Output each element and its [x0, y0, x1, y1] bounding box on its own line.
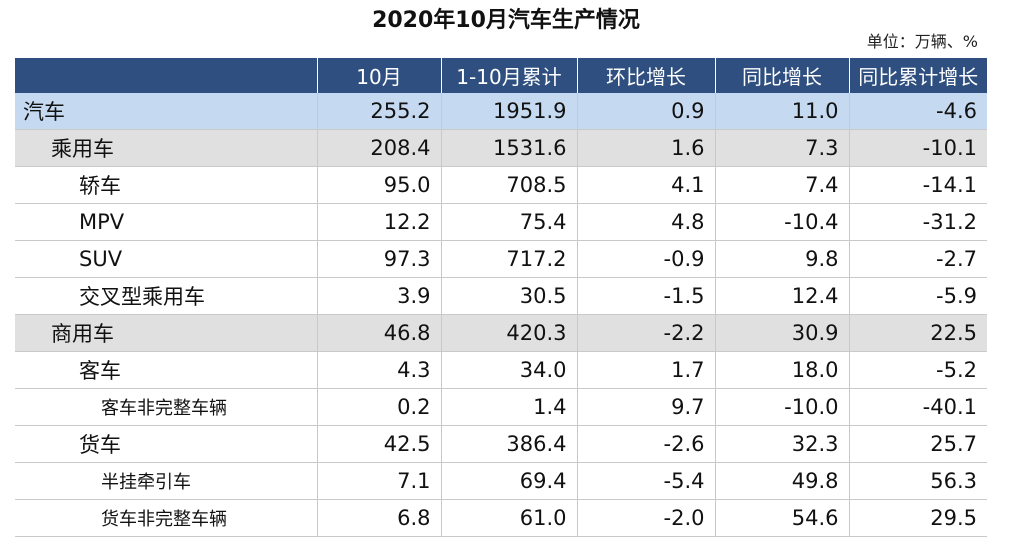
page-title: 2020年10月汽车生产情况: [372, 8, 640, 33]
row-ytd-yoy: 29.5: [849, 499, 987, 537]
row-ytd: 61.0: [441, 499, 578, 537]
row-oct: 4.3: [317, 351, 442, 389]
row-oct: 6.8: [317, 499, 442, 537]
row-ytd: 1531.6: [441, 129, 578, 167]
row-mom: 1.7: [577, 351, 716, 389]
table-row: MPV 12.2 75.4 4.8 -10.4 -31.2: [15, 203, 987, 241]
row-ytd-yoy: -2.7: [849, 240, 987, 278]
row-name: 货车非完整车辆: [15, 499, 318, 537]
row-mom: -0.9: [577, 240, 716, 278]
row-yoy: 11.0: [715, 93, 850, 130]
row-mom: 4.8: [577, 203, 716, 241]
row-ytd: 717.2: [441, 240, 578, 278]
row-yoy: 7.3: [715, 129, 850, 167]
table-row: 半挂牵引车 7.1 69.4 -5.4 49.8 56.3: [15, 462, 987, 500]
row-yoy: 18.0: [715, 351, 850, 389]
row-mom: 9.7: [577, 388, 716, 426]
table-row: 客车 4.3 34.0 1.7 18.0 -5.2: [15, 351, 987, 389]
row-ytd: 75.4: [441, 203, 578, 241]
header-ytd: 1-10月累计: [441, 58, 578, 93]
row-name: 客车非完整车辆: [15, 388, 318, 426]
row-ytd: 1951.9: [441, 93, 578, 130]
row-ytd: 708.5: [441, 166, 578, 204]
row-mom: -1.5: [577, 277, 716, 315]
row-name: 半挂牵引车: [15, 462, 318, 500]
row-mom: -2.6: [577, 425, 716, 463]
row-name: 货车: [15, 425, 318, 463]
row-ytd: 34.0: [441, 351, 578, 389]
row-yoy: 54.6: [715, 499, 850, 537]
header-mom: 环比增长: [577, 58, 716, 93]
row-oct: 12.2: [317, 203, 442, 241]
row-mom: 0.9: [577, 93, 716, 130]
row-ytd-yoy: -31.2: [849, 203, 987, 241]
table-row: 乘用车 208.4 1531.6 1.6 7.3 -10.1: [15, 129, 987, 167]
row-mom: -2.2: [577, 314, 716, 352]
table-row: 货车非完整车辆 6.8 61.0 -2.0 54.6 29.5: [15, 499, 987, 537]
row-oct: 42.5: [317, 425, 442, 463]
row-ytd-yoy: -10.1: [849, 129, 987, 167]
row-ytd: 1.4: [441, 388, 578, 426]
row-yoy: -10.4: [715, 203, 850, 241]
row-yoy: 49.8: [715, 462, 850, 500]
row-oct: 46.8: [317, 314, 442, 352]
row-mom: 4.1: [577, 166, 716, 204]
row-ytd-yoy: 22.5: [849, 314, 987, 352]
row-ytd: 420.3: [441, 314, 578, 352]
row-mom: 1.6: [577, 129, 716, 167]
row-ytd-yoy: -4.6: [849, 93, 987, 130]
row-ytd-yoy: -14.1: [849, 166, 987, 204]
row-ytd-yoy: -5.2: [849, 351, 987, 389]
row-ytd-yoy: 25.7: [849, 425, 987, 463]
row-ytd-yoy: -40.1: [849, 388, 987, 426]
unit-note: 单位：万辆、%: [866, 32, 978, 51]
row-oct: 208.4: [317, 129, 442, 167]
table-row: 汽车 255.2 1951.9 0.9 11.0 -4.6: [15, 93, 987, 130]
table-row: 商用车 46.8 420.3 -2.2 30.9 22.5: [15, 314, 987, 352]
row-name: 汽车: [15, 93, 318, 130]
row-ytd: 386.4: [441, 425, 578, 463]
table-row: 交叉型乘用车 3.9 30.5 -1.5 12.4 -5.9: [15, 277, 987, 315]
row-ytd: 69.4: [441, 462, 578, 500]
header-ytd-yoy: 同比累计增长: [849, 58, 987, 93]
row-oct: 95.0: [317, 166, 442, 204]
header-category: [15, 58, 318, 93]
row-name: 商用车: [15, 314, 318, 352]
header-oct: 10月: [317, 58, 442, 93]
row-name: MPV: [15, 203, 318, 241]
row-ytd: 30.5: [441, 277, 578, 315]
row-mom: -5.4: [577, 462, 716, 500]
row-yoy: 12.4: [715, 277, 850, 315]
row-yoy: 32.3: [715, 425, 850, 463]
row-yoy: -10.0: [715, 388, 850, 426]
row-name: 客车: [15, 351, 318, 389]
table-body: 汽车 255.2 1951.9 0.9 11.0 -4.6 乘用车 208.4 1531.6 1.…: [15, 93, 987, 537]
row-oct: 7.1: [317, 462, 442, 500]
row-oct: 3.9: [317, 277, 442, 315]
table-row: 客车非完整车辆 0.2 1.4 9.7 -10.0 -40.1: [15, 388, 987, 426]
row-mom: -2.0: [577, 499, 716, 537]
row-name: 轿车: [15, 166, 318, 204]
header-yoy: 同比增长: [715, 58, 850, 93]
row-ytd-yoy: -5.9: [849, 277, 987, 315]
row-name: SUV: [15, 240, 318, 278]
row-oct: 97.3: [317, 240, 442, 278]
table-row: 货车 42.5 386.4 -2.6 32.3 25.7: [15, 425, 987, 463]
table-row: SUV 97.3 717.2 -0.9 9.8 -2.7: [15, 240, 987, 278]
row-name: 乘用车: [15, 129, 318, 167]
production-table: 10月 1-10月累计 环比增长 同比增长 同比累计增长 汽车 255.2 1951…: [15, 58, 987, 537]
row-yoy: 9.8: [715, 240, 850, 278]
table-row: 轿车 95.0 708.5 4.1 7.4 -14.1: [15, 166, 987, 204]
row-name: 交叉型乘用车: [15, 277, 318, 315]
row-yoy: 30.9: [715, 314, 850, 352]
row-ytd-yoy: 56.3: [849, 462, 987, 500]
row-oct: 255.2: [317, 93, 442, 130]
table-header-row: 10月 1-10月累计 环比增长 同比增长 同比累计增长: [15, 58, 987, 93]
row-yoy: 7.4: [715, 166, 850, 204]
row-oct: 0.2: [317, 388, 442, 426]
